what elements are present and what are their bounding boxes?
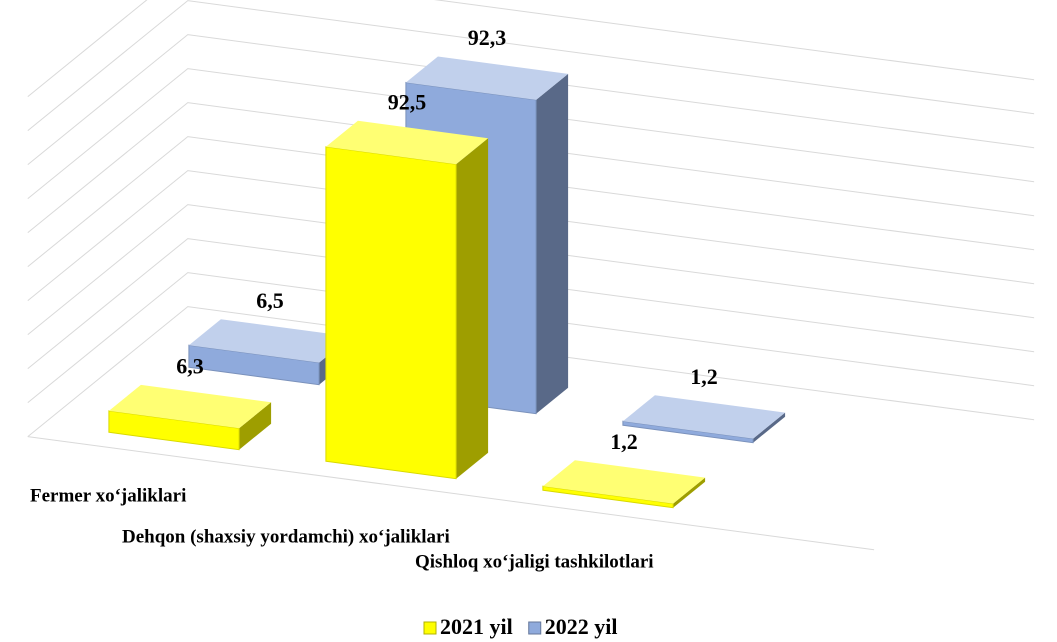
grid-line xyxy=(27,136,1035,267)
bar-top xyxy=(622,395,786,439)
bar-side xyxy=(239,402,272,450)
x-tick-label: Qishloq xo‘jaligi tashkilotlari xyxy=(415,551,654,572)
grid-line xyxy=(27,204,1035,335)
data-label: 6,5 xyxy=(256,288,284,313)
bar-top xyxy=(108,384,272,429)
floor-edge xyxy=(27,436,875,551)
bar-top xyxy=(325,120,489,165)
legend-label: 2022 yil xyxy=(545,614,618,639)
x-tick-label: Dehqon (shaxsiy yordamchi) xo‘jaliklari xyxy=(122,526,450,547)
grid-line xyxy=(27,0,1035,97)
grid-line xyxy=(27,170,1035,301)
data-label: 6,3 xyxy=(176,354,204,379)
bars xyxy=(108,56,786,509)
x-tick-label: Fermer xo‘jaliklari xyxy=(30,485,186,506)
bar-side xyxy=(456,138,489,479)
data-label: 1,2 xyxy=(610,429,638,454)
legend-label: 2021 yil xyxy=(440,614,513,639)
grid-line xyxy=(27,68,1035,199)
data-label: 92,5 xyxy=(388,90,427,115)
bar-side xyxy=(673,477,706,508)
bar-top xyxy=(542,460,706,504)
grid-line xyxy=(27,272,1035,403)
bar-side xyxy=(753,412,786,443)
grid xyxy=(27,0,1035,551)
bar-front xyxy=(325,146,457,480)
grid-line xyxy=(27,238,1035,369)
bar-side xyxy=(536,73,569,414)
bar-top xyxy=(405,56,569,100)
data-label: 92,3 xyxy=(468,25,507,50)
grid-line xyxy=(27,102,1035,233)
data-label: 1,2 xyxy=(690,364,718,389)
grid-line xyxy=(27,34,1035,165)
bar-top xyxy=(188,319,352,363)
legend-swatch xyxy=(528,621,542,635)
labels: 6,5 92,3 1,2 6,3 92,5 1,2 Fermer xo‘jaliklari D… xyxy=(30,25,718,639)
legend-swatch xyxy=(423,621,437,635)
grid-line xyxy=(27,306,1035,437)
grid-line xyxy=(27,0,1035,131)
